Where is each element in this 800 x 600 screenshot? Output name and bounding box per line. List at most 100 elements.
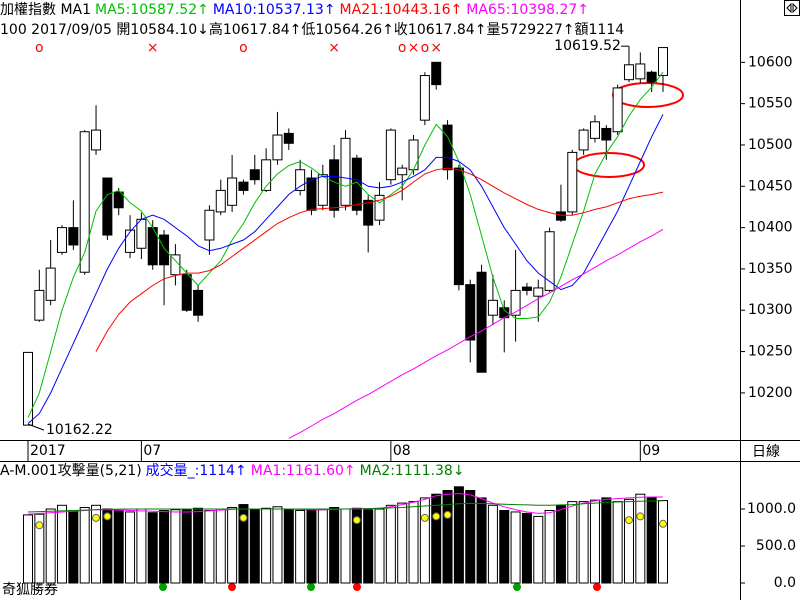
- volume-bar: [136, 508, 147, 584]
- info-text: 100 2017/09/05 開10584.10↓高10617.84↑低1056…: [0, 21, 624, 38]
- candle-body: [215, 189, 226, 213]
- candle-body: [374, 194, 385, 221]
- volume-dot: [103, 512, 112, 521]
- candle-body: [204, 209, 215, 241]
- volume-bar: [510, 511, 521, 584]
- candle-body: [431, 61, 442, 86]
- volume-bar: [408, 501, 419, 584]
- y-tick-label: 10500: [748, 137, 793, 153]
- volume-bar: [419, 497, 430, 584]
- y-tick-label: 10550: [748, 96, 793, 112]
- signal-dot: [159, 583, 167, 591]
- candle-body: [544, 231, 555, 291]
- signal-dot: [353, 583, 361, 591]
- candle-body: [34, 289, 45, 321]
- candle-body: [623, 64, 634, 81]
- candle-body: [193, 289, 204, 316]
- y-tick-label: 1000.0: [747, 501, 796, 517]
- volume-bar: [499, 509, 510, 584]
- volume-bar: [521, 512, 532, 584]
- volume-bar: [453, 486, 464, 584]
- volume-bar: [397, 502, 408, 584]
- volume-bar: [578, 501, 589, 584]
- header-text: MA2:1111.38↓: [360, 463, 465, 479]
- volume-bar: [181, 508, 192, 584]
- volume-bar: [249, 508, 260, 584]
- candle-body: [555, 211, 566, 221]
- volume-bar: [465, 490, 476, 584]
- y-tick-label: 500.0: [756, 538, 796, 554]
- candle-body: [317, 174, 328, 206]
- ma-line: [95, 167, 664, 352]
- min-label: 10162.22: [46, 422, 113, 438]
- volume-bar: [487, 504, 498, 584]
- volume-bar: [476, 497, 487, 584]
- candle-body: [408, 139, 419, 171]
- header-text: 加權指數 MA1: [0, 2, 91, 18]
- volume-dot: [443, 510, 452, 519]
- header-text: MA65:10398.27↑: [466, 2, 589, 18]
- volume-bar: [363, 509, 374, 584]
- header-text: A-M.001攻擊量(5,21): [0, 462, 142, 479]
- volume-dot: [352, 516, 361, 525]
- y-tick-label: 10300: [748, 302, 793, 318]
- volume-dot: [35, 521, 44, 530]
- signal-dot: [307, 583, 315, 591]
- candle-body: [249, 169, 260, 181]
- volume-dot: [420, 513, 429, 522]
- candle-body: [227, 177, 238, 206]
- y-tick-label: 10350: [748, 261, 793, 277]
- candle-body: [589, 121, 600, 139]
- candle-body: [295, 169, 306, 191]
- candle-body: [329, 159, 340, 211]
- signal-dot: [228, 583, 236, 591]
- volume-bar: [261, 507, 272, 584]
- volume-bar: [227, 507, 238, 584]
- header-text: MA1:1161.60↑: [251, 463, 356, 479]
- volume-bar: [646, 497, 657, 584]
- volume-bar: [204, 509, 215, 584]
- candle-body: [351, 157, 362, 211]
- x-tick-label: 2017: [30, 443, 66, 459]
- volume-bar: [589, 499, 600, 584]
- candle-body: [612, 87, 623, 133]
- candle-body: [181, 274, 192, 311]
- volume-bar: [45, 508, 56, 584]
- signal-dot: [513, 583, 521, 591]
- y-tick-label: 10450: [748, 178, 793, 194]
- candle-body: [57, 227, 68, 253]
- volume-bar: [68, 509, 79, 584]
- volume-bar: [567, 501, 578, 584]
- scroll-buttons[interactable]: [784, 0, 800, 16]
- header-text: MA10:10537.13↑: [213, 2, 336, 18]
- header-text: MA21:10443.16↑: [340, 2, 463, 18]
- candle-body: [113, 191, 124, 209]
- volume-bar: [317, 509, 328, 584]
- candle-body: [397, 167, 408, 176]
- signal-dots: [159, 583, 601, 591]
- scroll-right[interactable]: [792, 2, 798, 14]
- volume-bar: [374, 508, 385, 584]
- footer: 奇狐勝券: [2, 581, 58, 598]
- min-pointer: [27, 423, 45, 431]
- signal: ×: [430, 40, 442, 56]
- volume-bar: [623, 498, 634, 584]
- volume-bar: [34, 513, 45, 584]
- volume-bar: [442, 490, 453, 584]
- volume-bar: [193, 507, 204, 584]
- period-label: 日線: [752, 444, 780, 460]
- volume-bar: [57, 504, 68, 584]
- volume-dot: [432, 512, 441, 521]
- volume-bar: [238, 504, 249, 584]
- scroll-left[interactable]: [786, 2, 792, 14]
- candle-body: [125, 229, 136, 253]
- candle-body: [159, 234, 170, 266]
- volume-bar: [113, 509, 124, 584]
- volume-bar: [431, 493, 442, 584]
- volume-bar: [215, 508, 226, 584]
- candle-body: [45, 267, 56, 301]
- signal: ×: [147, 40, 159, 56]
- signal: o: [239, 40, 248, 56]
